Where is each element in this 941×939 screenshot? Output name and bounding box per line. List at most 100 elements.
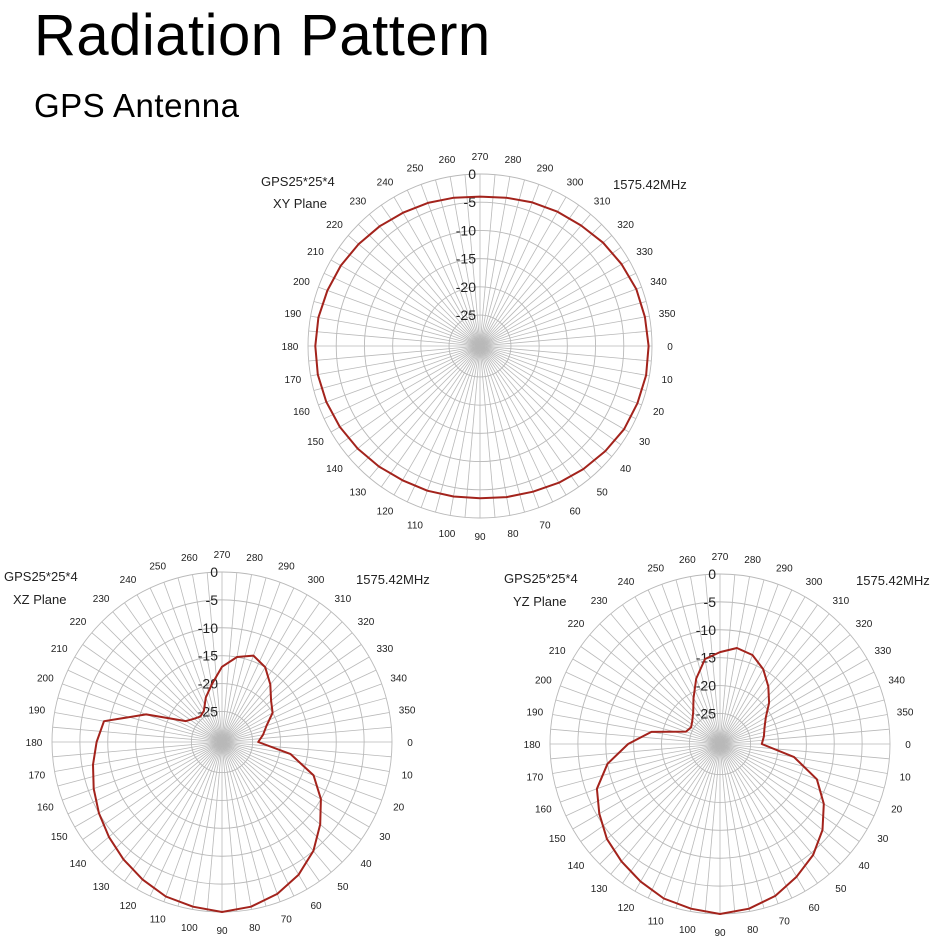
angle-tick-label: 280 (505, 155, 522, 166)
angle-tick-label: 60 (569, 507, 581, 518)
grid-ring (135, 655, 309, 829)
grid-spoke (565, 671, 721, 745)
angle-tick-label: 20 (891, 804, 903, 815)
pattern-series-line (314, 195, 650, 500)
grid-spoke (479, 259, 630, 347)
grid-spoke (464, 174, 481, 347)
polar-grid: 0 -5 -10 -15 -20 -25 0 10 20 30 40 50 60 70 80 90 100 110… (282, 152, 676, 543)
angle-tick-label: 280 (246, 553, 263, 564)
grid-spoke (479, 213, 591, 347)
grid-spoke (479, 345, 630, 433)
angle-tick-label: 290 (278, 561, 295, 572)
angle-tick-label: 200 (293, 277, 310, 288)
angle-tick-label: 80 (249, 923, 261, 934)
angle-tick-label: 340 (888, 676, 905, 687)
grid-ring (307, 173, 653, 519)
angle-tick-label: 330 (874, 646, 891, 657)
angle-tick-label: 50 (337, 882, 349, 893)
grid-spoke (479, 272, 637, 347)
angle-tick-label: 110 (150, 915, 166, 926)
grid-spoke (221, 602, 320, 743)
grid-spoke (406, 345, 481, 503)
angle-tick-label: 180 (26, 738, 43, 749)
grid-spoke (565, 743, 721, 817)
angle-tick-label: 80 (747, 925, 759, 936)
angle-tick-label: 0 (905, 740, 911, 751)
grid-spoke (82, 741, 223, 840)
grid-ring (577, 601, 863, 887)
grid-spoke (221, 741, 382, 801)
angle-tick-label: 220 (568, 619, 585, 630)
grid-spoke (719, 743, 841, 865)
grid-spoke (313, 345, 481, 391)
grid-spoke (675, 579, 721, 745)
angle-tick-label: 200 (37, 674, 54, 685)
angle-tick-label: 50 (835, 884, 847, 895)
grid-spoke (221, 741, 252, 910)
grid-spoke (479, 315, 650, 347)
angle-tick-label: 310 (833, 596, 850, 607)
angle-tick-label: 300 (308, 575, 325, 586)
angle-tick-label: 60 (808, 903, 820, 914)
angle-tick-label: 170 (527, 773, 544, 784)
grid-spoke (589, 634, 721, 745)
grid-spoke (112, 611, 223, 743)
grid-spoke (221, 741, 392, 758)
grid-spoke (406, 189, 481, 347)
grid-spoke (555, 699, 721, 745)
yz-plane-polar-chart: 0-5-10-15-20-250102030405060708090100110… (504, 552, 930, 939)
grid-spoke (479, 345, 511, 516)
angle-tick-label: 130 (93, 882, 110, 893)
grid-ring (420, 286, 540, 406)
grid-spoke (221, 644, 362, 743)
radial-tick-label: -25 (696, 705, 716, 721)
angle-tick-label: 200 (535, 676, 552, 687)
radial-tick-label: 0 (210, 564, 218, 580)
grid-spoke (479, 345, 650, 377)
angle-tick-label: 40 (360, 859, 372, 870)
angle-tick-label: 140 (326, 464, 343, 475)
grid-ring (661, 685, 779, 803)
grid-spoke (136, 594, 223, 743)
angle-tick-label: 290 (776, 563, 793, 574)
grid-spoke (330, 259, 481, 347)
grid-spoke (622, 743, 721, 884)
grid-spoke (719, 613, 830, 745)
angle-tick-label: 260 (439, 155, 456, 166)
angle-tick-label: 100 (439, 529, 456, 540)
angle-tick-label: 80 (507, 529, 519, 540)
grid-spoke (719, 584, 779, 745)
angle-tick-label: 130 (591, 884, 608, 895)
angle-tick-label: 240 (377, 177, 394, 188)
angle-tick-label: 160 (293, 407, 310, 418)
grid-spoke (479, 345, 591, 479)
chart-model-label: GPS25*25*4 (4, 569, 78, 584)
angle-tick-label: 250 (149, 561, 166, 572)
grid-spoke (572, 743, 721, 830)
angle-tick-label: 20 (393, 802, 405, 813)
grid-spoke (323, 345, 481, 420)
grid-spoke (719, 743, 830, 875)
grid-spoke (719, 743, 868, 830)
grid-spoke (163, 582, 223, 743)
angle-tick-label: 230 (591, 596, 608, 607)
grid-spoke (550, 743, 721, 760)
grid-spoke (124, 602, 223, 743)
angle-tick-label: 60 (310, 901, 322, 912)
angle-tick-label: 70 (779, 917, 791, 928)
angle-tick-label: 310 (335, 594, 352, 605)
grid-spoke (719, 728, 890, 745)
angle-tick-label: 120 (618, 903, 635, 914)
grid-ring (363, 229, 597, 463)
radial-tick-label: -15 (198, 648, 218, 664)
grid-spoke (479, 345, 647, 391)
grid-spoke (221, 697, 387, 743)
grid-spoke (634, 743, 721, 892)
angle-tick-label: 270 (472, 152, 489, 163)
grid-spoke (479, 345, 540, 508)
radial-tick-label: -10 (456, 222, 476, 238)
grid-spoke (675, 743, 721, 909)
grid-spoke (221, 741, 377, 815)
grid-spoke (719, 579, 765, 745)
grid-spoke (221, 741, 281, 902)
